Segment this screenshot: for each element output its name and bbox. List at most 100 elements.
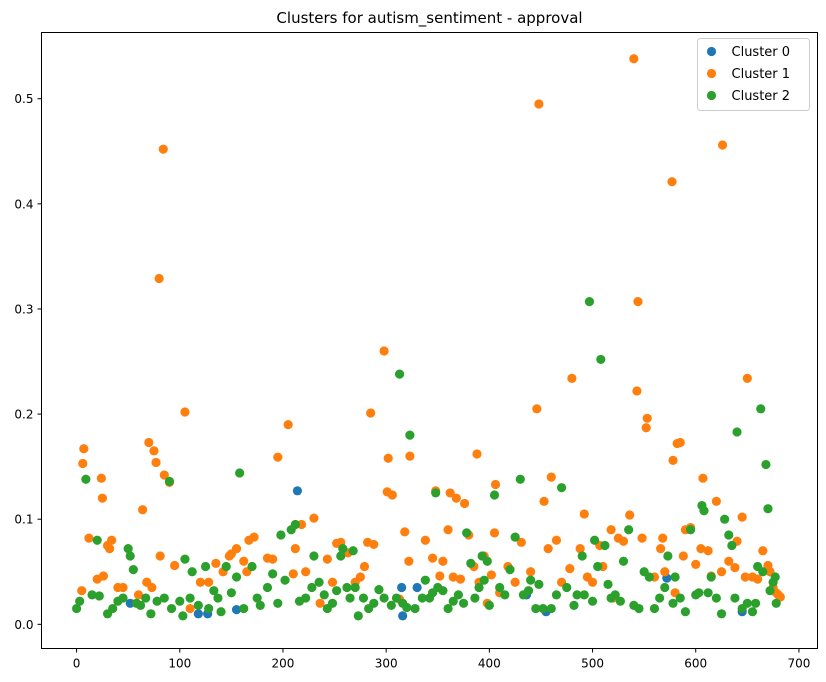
data-point bbox=[193, 600, 203, 611]
data-point bbox=[138, 505, 148, 515]
data-point bbox=[170, 560, 180, 571]
data-point bbox=[345, 593, 355, 603]
data-point bbox=[470, 593, 480, 603]
data-point bbox=[526, 567, 536, 577]
data-point bbox=[579, 590, 589, 600]
y-tick-label: 0.1 bbox=[14, 513, 33, 527]
data-point bbox=[280, 575, 290, 585]
data-point bbox=[458, 598, 469, 608]
data-point bbox=[668, 455, 678, 465]
data-point bbox=[391, 593, 402, 603]
chart-title: Clusters for autism_sentiment - approval bbox=[276, 9, 582, 28]
data-point bbox=[342, 582, 352, 593]
y-tick-label: 0.0 bbox=[14, 618, 33, 632]
data-point bbox=[596, 354, 606, 365]
data-point bbox=[252, 593, 262, 603]
data-point bbox=[405, 430, 415, 440]
data-point bbox=[771, 598, 781, 608]
data-point bbox=[301, 567, 311, 577]
data-point bbox=[753, 574, 763, 584]
data-point bbox=[716, 567, 727, 577]
data-point bbox=[510, 577, 520, 587]
data-point bbox=[332, 586, 342, 596]
data-point bbox=[292, 486, 303, 496]
series-cluster-1 bbox=[77, 54, 785, 614]
data-point bbox=[428, 553, 438, 563]
points-layer bbox=[71, 54, 785, 621]
data-point bbox=[691, 559, 701, 570]
data-point bbox=[694, 588, 704, 598]
data-point bbox=[249, 532, 259, 542]
y-tick-label: 0.2 bbox=[14, 408, 33, 422]
data-point bbox=[435, 571, 445, 581]
data-point bbox=[606, 525, 616, 535]
data-point bbox=[618, 536, 629, 546]
data-point bbox=[675, 437, 685, 448]
data-point bbox=[680, 607, 691, 617]
data-point bbox=[750, 598, 761, 608]
data-point bbox=[185, 593, 195, 603]
data-point bbox=[307, 582, 317, 593]
data-point bbox=[479, 575, 489, 585]
data-point bbox=[445, 488, 455, 498]
data-point bbox=[353, 611, 363, 621]
data-point bbox=[213, 593, 223, 603]
data-point bbox=[394, 369, 405, 379]
data-point bbox=[448, 596, 458, 606]
plot-area-frame bbox=[41, 32, 818, 649]
data-point bbox=[678, 551, 688, 561]
data-point bbox=[204, 603, 214, 614]
data-point bbox=[758, 546, 768, 556]
data-point bbox=[141, 593, 151, 603]
data-point bbox=[231, 572, 242, 582]
data-point bbox=[290, 519, 300, 530]
data-point bbox=[534, 579, 544, 589]
data-point bbox=[459, 498, 470, 509]
data-point bbox=[660, 582, 670, 593]
data-point bbox=[77, 586, 87, 596]
data-point bbox=[366, 408, 376, 418]
data-point bbox=[482, 556, 492, 566]
data-point bbox=[489, 528, 500, 538]
data-point bbox=[711, 593, 721, 603]
data-point bbox=[87, 590, 97, 600]
data-point bbox=[226, 588, 236, 598]
data-point bbox=[327, 598, 338, 608]
data-point bbox=[655, 593, 665, 603]
data-point bbox=[239, 603, 249, 614]
data-point bbox=[634, 603, 644, 614]
data-point bbox=[369, 539, 379, 550]
data-point bbox=[600, 540, 610, 551]
data-point bbox=[98, 571, 109, 581]
data-point bbox=[152, 596, 162, 606]
x-tick-label: 500 bbox=[581, 657, 604, 671]
data-point bbox=[495, 582, 505, 593]
data-point bbox=[484, 600, 494, 611]
data-point bbox=[531, 603, 541, 614]
data-point bbox=[211, 558, 221, 568]
data-point bbox=[128, 565, 138, 575]
y-axis: 0.0 0.1 0.2 0.3 0.4 0.5 bbox=[14, 92, 42, 632]
data-point bbox=[625, 510, 635, 520]
data-point bbox=[724, 530, 734, 540]
data-point bbox=[546, 603, 556, 614]
data-point bbox=[79, 444, 89, 454]
data-point bbox=[178, 611, 188, 621]
data-point bbox=[71, 603, 82, 614]
data-point bbox=[402, 602, 412, 613]
data-point bbox=[758, 567, 768, 577]
data-point bbox=[118, 593, 128, 603]
data-point bbox=[262, 582, 273, 593]
data-point bbox=[660, 567, 670, 577]
data-point bbox=[730, 593, 740, 603]
data-point bbox=[358, 593, 369, 603]
data-point bbox=[336, 551, 346, 561]
data-point bbox=[75, 596, 85, 606]
data-point bbox=[327, 577, 338, 587]
data-point bbox=[301, 593, 311, 603]
data-point bbox=[523, 586, 534, 596]
data-point bbox=[763, 504, 773, 514]
data-point bbox=[187, 567, 197, 577]
data-point bbox=[108, 603, 118, 614]
data-point bbox=[615, 596, 626, 606]
